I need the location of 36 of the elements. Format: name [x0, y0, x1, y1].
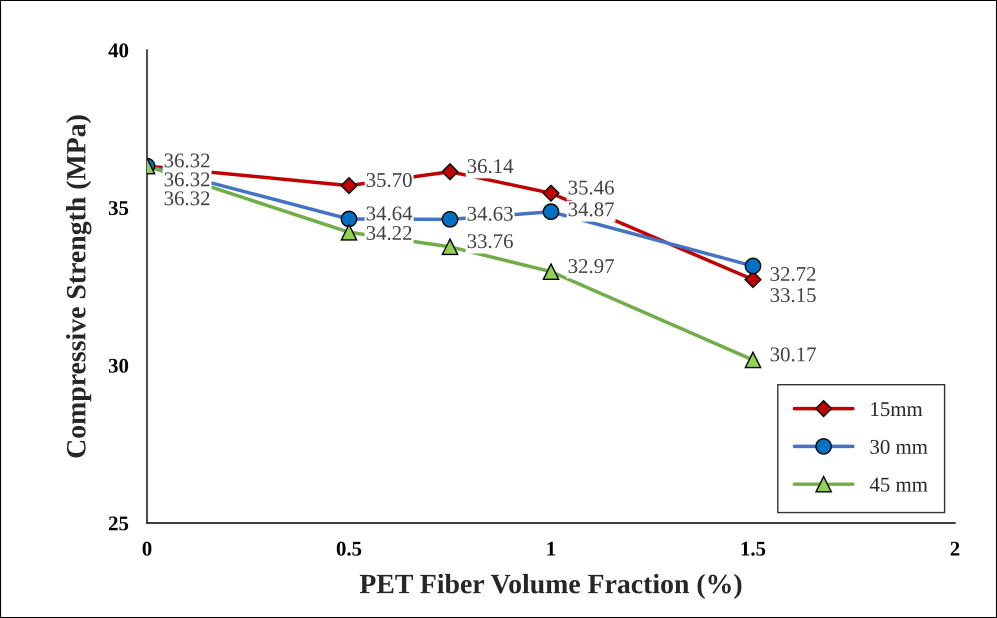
data-label: 36.14 [468, 159, 514, 174]
data-label: 32.97 [568, 259, 614, 274]
data-label: 32.72 [770, 266, 816, 282]
legend-label: 45 mm [870, 478, 928, 492]
x-axis-title: PET Fiber Volume Fraction (%) [360, 574, 742, 600]
point [340, 224, 358, 241]
point [340, 177, 358, 194]
data-label: 33.76 [468, 234, 513, 248]
data-label: 34.64 [366, 206, 412, 221]
data-label: 36.32 [164, 191, 210, 206]
data-label: 36.32 [164, 153, 210, 168]
legend-label: 30 mm [870, 440, 928, 454]
data-label: 30.17 [770, 347, 816, 362]
x-tick-label: 0 [142, 542, 152, 556]
y-tick-label: 25 [108, 516, 128, 530]
y-tick-label: 40 [108, 43, 128, 58]
data-label: 35.70 [366, 172, 412, 188]
data-label: 34.87 [568, 202, 614, 216]
data-label: 33.15 [770, 288, 816, 302]
data-label: 34.22 [366, 226, 412, 240]
y-tick-label: 30 [108, 358, 128, 373]
x-tick-label: 1.5 [742, 542, 766, 556]
legend-label: 15mm [871, 402, 922, 416]
x-tick-label: 1 [547, 542, 556, 556]
y-axis-title: Compressive Strength (MPa) [66, 115, 92, 458]
x-tick-label: 0.5 [336, 542, 362, 556]
point [441, 163, 459, 180]
data-label: 36.32 [164, 172, 210, 186]
y-tick-label: 35 [108, 201, 128, 216]
x-tick-label: 2 [950, 542, 960, 556]
point [542, 184, 560, 202]
point [744, 352, 762, 368]
point [442, 238, 458, 256]
data-label: 35.46 [568, 180, 614, 195]
data-label: 34.63 [468, 206, 513, 221]
point [542, 263, 560, 280]
